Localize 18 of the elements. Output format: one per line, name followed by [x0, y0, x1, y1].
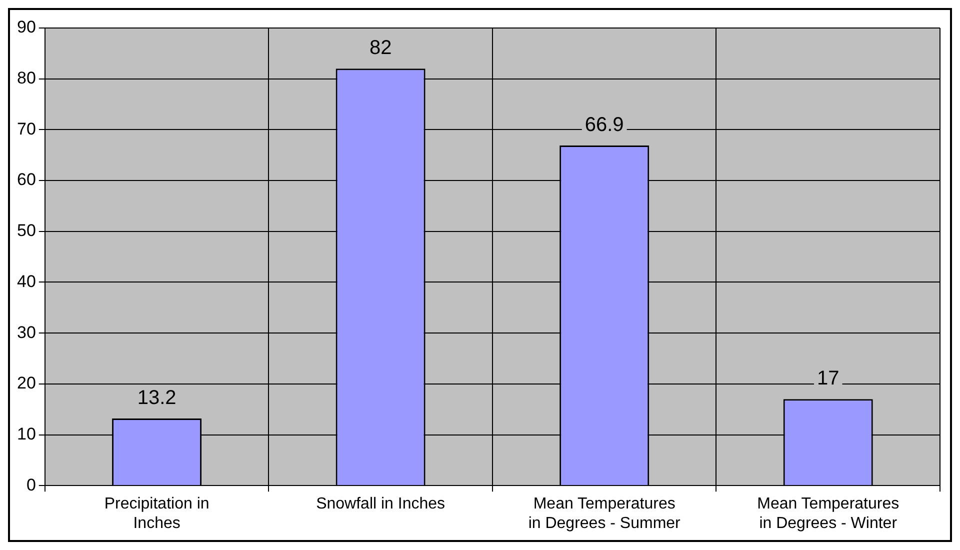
y-tick-label: 70 [16, 119, 36, 138]
y-tick-label: 20 [16, 374, 36, 393]
y-tick-label: 30 [16, 322, 36, 342]
y-tick-label: 40 [16, 272, 36, 291]
y-tick-label: 10 [16, 424, 36, 444]
x-tick-label: Mean Temperatures in Degrees - Summer [528, 496, 682, 532]
y-tick-label: 80 [16, 68, 36, 88]
x-tick-label: Snowfall in Inches [316, 496, 446, 513]
x-tick-label: Mean Temperatures in Degrees - Winter [757, 496, 900, 532]
data-label: 82 [369, 37, 392, 60]
data-label: 66.9 [584, 114, 624, 136]
data-label: 13.2 [137, 387, 176, 409]
y-tick-label: 50 [16, 221, 36, 240]
y-tick-label: 90 [16, 18, 36, 37]
y-tick-label: 0 [26, 475, 36, 494]
data-label: 17 [816, 368, 840, 390]
x-tick-label: Precipitation in Inches [104, 496, 210, 532]
y-tick-label: 60 [16, 170, 36, 190]
